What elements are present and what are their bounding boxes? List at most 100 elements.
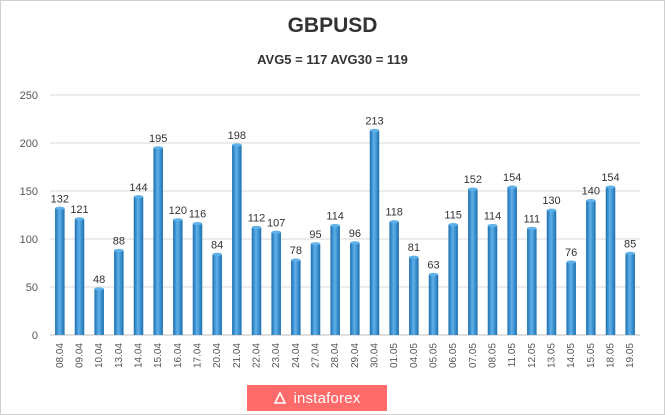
bar — [232, 144, 242, 335]
bar-cap — [251, 225, 262, 230]
data-label: 140 — [582, 186, 600, 198]
y-tick-label: 250 — [20, 90, 38, 102]
x-tick-label: 08.05 — [488, 343, 499, 368]
bar — [251, 227, 262, 335]
y-tick-label: 150 — [20, 186, 38, 198]
x-tick-label: 04.05 — [409, 343, 420, 368]
bar-cap — [55, 206, 65, 210]
bar — [507, 187, 517, 335]
bar-cap — [153, 146, 163, 150]
data-label: 111 — [523, 213, 540, 225]
bar-cap — [133, 195, 144, 199]
bar — [468, 189, 478, 335]
bar-cap — [625, 251, 635, 255]
bar — [74, 218, 85, 335]
bar — [310, 243, 321, 335]
data-label: 84 — [211, 239, 223, 251]
data-label: 88 — [113, 236, 125, 248]
bar — [369, 130, 380, 335]
data-label: 144 — [129, 182, 147, 194]
data-label: 120 — [169, 205, 187, 217]
data-label: 107 — [267, 217, 285, 229]
x-tick-label: 07.05 — [468, 343, 479, 368]
data-label: 112 — [248, 212, 266, 224]
bar — [487, 225, 498, 335]
x-tick-label: 13.04 — [114, 343, 125, 368]
data-label: 121 — [70, 204, 88, 216]
bar-cap — [271, 230, 281, 234]
x-tick-label: 27.04 — [311, 343, 322, 368]
bar-cap — [546, 208, 557, 212]
bar — [153, 147, 163, 335]
bar-cap — [389, 220, 399, 224]
bar — [350, 242, 360, 335]
bar-cap — [330, 223, 340, 228]
x-tick-label: 19.05 — [625, 343, 636, 368]
bar-cap — [527, 226, 537, 231]
x-tick-label: 22.04 — [252, 343, 263, 368]
bar-cap — [310, 242, 321, 246]
bar — [428, 274, 439, 335]
chart-subtitle: AVG5 = 117 AVG30 = 119 — [257, 52, 408, 67]
bar-cap — [448, 223, 458, 227]
x-tick-label: 05.05 — [429, 343, 440, 368]
bar-cap — [192, 222, 203, 226]
x-tick-label: 16.04 — [173, 343, 184, 368]
bar — [330, 225, 340, 335]
instaforex-logo: instaforex — [247, 385, 387, 411]
bar — [527, 228, 537, 335]
data-label: 114 — [484, 211, 502, 223]
x-tick-label: 29.04 — [350, 343, 361, 368]
bar-chart: 0 50 100 150 200 250 132 08.04 121 09.04 48 10.04 88… — [20, 90, 640, 368]
bar — [546, 210, 557, 335]
data-label: 195 — [149, 133, 167, 145]
y-tick-label: 50 — [26, 282, 38, 294]
bar-cap — [350, 241, 360, 245]
bar-cap — [409, 255, 419, 259]
bar-cap — [487, 223, 498, 228]
bar-cap — [114, 248, 124, 253]
x-tick-label: 18.05 — [606, 343, 617, 368]
data-label: 118 — [385, 207, 403, 219]
x-tick-label: 17.04 — [193, 343, 204, 368]
x-tick-label: 20.04 — [212, 343, 223, 368]
data-label: 132 — [51, 193, 69, 205]
bar — [586, 200, 596, 335]
data-label: 154 — [503, 172, 521, 184]
bar — [192, 223, 203, 335]
x-tick-label: 15.04 — [153, 343, 164, 368]
chart-title: GBPUSD — [287, 14, 378, 37]
bar-cap — [94, 287, 104, 291]
bar — [55, 208, 65, 335]
data-label: 48 — [93, 274, 105, 286]
x-tick-label: 12.05 — [527, 343, 538, 368]
bar — [173, 219, 183, 335]
x-tick-label: 06.05 — [448, 343, 459, 368]
x-tick-label: 15.05 — [586, 343, 597, 368]
bar-cap — [291, 258, 301, 262]
data-label: 213 — [365, 116, 383, 128]
data-label: 96 — [349, 228, 361, 240]
data-label: 116 — [189, 209, 207, 221]
x-tick-label: 11.05 — [507, 343, 518, 368]
x-tick-label: 01.05 — [389, 343, 400, 368]
data-label: 63 — [427, 260, 439, 272]
bar-cap — [232, 143, 242, 147]
data-label: 154 — [601, 172, 619, 184]
x-tick-label: 30.04 — [370, 343, 381, 368]
y-tick-label: 100 — [20, 234, 38, 246]
instaforex-logo-icon — [274, 391, 287, 404]
bar — [114, 250, 124, 335]
data-label: 114 — [326, 211, 344, 223]
data-label: 130 — [542, 195, 560, 207]
bar-cap — [586, 199, 596, 203]
bar — [409, 257, 419, 335]
x-tick-label: 13.05 — [547, 343, 558, 368]
x-tick-label: 24.04 — [291, 343, 302, 368]
x-tick-label: 14.04 — [134, 343, 145, 368]
x-tick-label: 08.04 — [55, 343, 66, 368]
x-tick-label: 23.04 — [271, 343, 282, 368]
bar-cap — [428, 272, 439, 277]
bar-cap — [468, 187, 478, 191]
